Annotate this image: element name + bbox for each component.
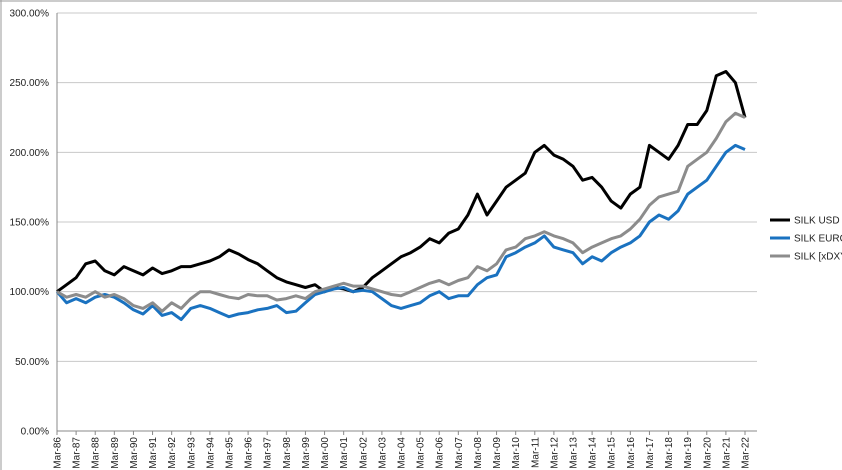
x-tick-label: Mar-08 xyxy=(473,437,484,469)
series-line xyxy=(56,111,746,313)
legend-label: SILK EURO xyxy=(794,234,842,245)
x-tick-label: Mar-03 xyxy=(377,437,388,469)
series-line xyxy=(56,70,747,294)
x-tick-label: Mar-00 xyxy=(320,437,331,469)
legend-label: SILK USD xyxy=(794,216,840,227)
x-tick-label: Mar-12 xyxy=(549,437,560,469)
x-tick-label: Mar-90 xyxy=(129,437,140,469)
y-tick-label: 50.00% xyxy=(15,357,49,368)
x-tick-label: Mar-87 xyxy=(72,437,83,469)
y-tick-label: 300.00% xyxy=(10,9,50,20)
x-tick-label: Mar-04 xyxy=(397,437,408,469)
y-tick-label: 200.00% xyxy=(10,148,50,159)
x-tick-label: Mar-88 xyxy=(91,437,102,469)
x-tick-label: Mar-05 xyxy=(416,437,427,469)
x-tick-label: Mar-96 xyxy=(244,437,255,469)
x-tick-label: Mar-22 xyxy=(741,437,752,469)
x-tick-label: Mar-99 xyxy=(301,437,312,469)
x-tick-label: Mar-14 xyxy=(588,437,599,469)
x-tick-label: Mar-91 xyxy=(148,437,159,469)
x-tick-label: Mar-02 xyxy=(358,437,369,469)
x-tick-label: Mar-17 xyxy=(645,437,656,469)
x-tick-label: Mar-89 xyxy=(110,437,121,469)
x-tick-label: Mar-10 xyxy=(511,437,522,469)
x-tick-label: Mar-95 xyxy=(225,437,236,469)
x-tick-label: Mar-18 xyxy=(664,437,675,469)
x-tick-label: Mar-86 xyxy=(53,437,64,469)
x-tick-label: Mar-92 xyxy=(167,437,178,469)
x-tick-label: Mar-20 xyxy=(702,437,713,469)
x-tick-label: Mar-09 xyxy=(492,437,503,469)
y-tick-label: 250.00% xyxy=(10,78,50,89)
y-tick-label: 100.00% xyxy=(10,287,50,298)
y-tick-label: 150.00% xyxy=(10,218,50,229)
x-tick-label: Mar-98 xyxy=(282,437,293,469)
x-tick-label: Mar-16 xyxy=(626,437,637,469)
legend-label: SILK [xDXY] xyxy=(794,252,842,263)
x-tick-label: Mar-11 xyxy=(530,437,541,468)
x-tick-label: Mar-21 xyxy=(721,437,732,469)
x-tick-label: Mar-07 xyxy=(454,437,465,469)
x-tick-label: Mar-97 xyxy=(263,437,274,469)
series-line xyxy=(55,143,746,321)
x-tick-label: Mar-19 xyxy=(683,437,694,469)
x-tick-label: Mar-15 xyxy=(607,437,618,469)
x-tick-label: Mar-93 xyxy=(186,437,197,469)
x-tick-label: Mar-06 xyxy=(435,437,446,469)
x-tick-label: Mar-01 xyxy=(339,437,350,469)
x-tick-label: Mar-13 xyxy=(569,437,580,469)
x-tick-label: Mar-94 xyxy=(205,437,216,469)
y-tick-label: 0.00% xyxy=(21,427,49,438)
